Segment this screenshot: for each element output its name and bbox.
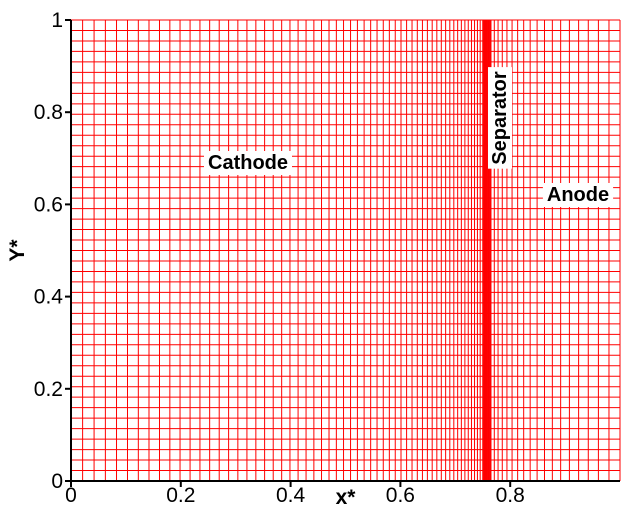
region-labels: Cathode Separator Anode: [204, 67, 614, 207]
x-tick-label: 0: [65, 484, 77, 507]
y-tick-label: 0.6: [34, 193, 63, 216]
anode-label: Anode: [542, 183, 614, 207]
separator-label: Separator: [488, 67, 512, 169]
x-tick-label: 0.6: [386, 484, 415, 507]
y-tick-label: 1: [51, 9, 63, 32]
x-tick-label: 0.2: [166, 484, 195, 507]
cathode-label-background: [204, 151, 292, 175]
anode-label-text: Anode: [547, 184, 609, 206]
y-tick-label: 0: [51, 470, 63, 493]
y-tick-label: 0.2: [34, 378, 63, 401]
y-tick-label: 0.8: [34, 101, 63, 124]
x-tick-label: 0.8: [496, 484, 525, 507]
chart-axes: [65, 19, 620, 487]
anode-label-background: [542, 183, 614, 207]
cathode-label-text: Cathode: [208, 152, 288, 174]
y-axis-label: Y*: [6, 239, 29, 262]
mesh-grid-lines: [70, 19, 621, 482]
x-axis-label: x*: [336, 486, 357, 507]
separator-label-background: [488, 67, 512, 169]
y-tick-label: 0.4: [34, 286, 64, 309]
x-tick-label: 0.4: [276, 484, 306, 507]
cathode-label: Cathode: [204, 151, 292, 175]
separator-label-text: Separator: [489, 71, 511, 165]
tick-labels: 0 0.2 0.4 0.6 0.8 1 0 0.2 0.4 0.6 0.8: [34, 9, 525, 507]
